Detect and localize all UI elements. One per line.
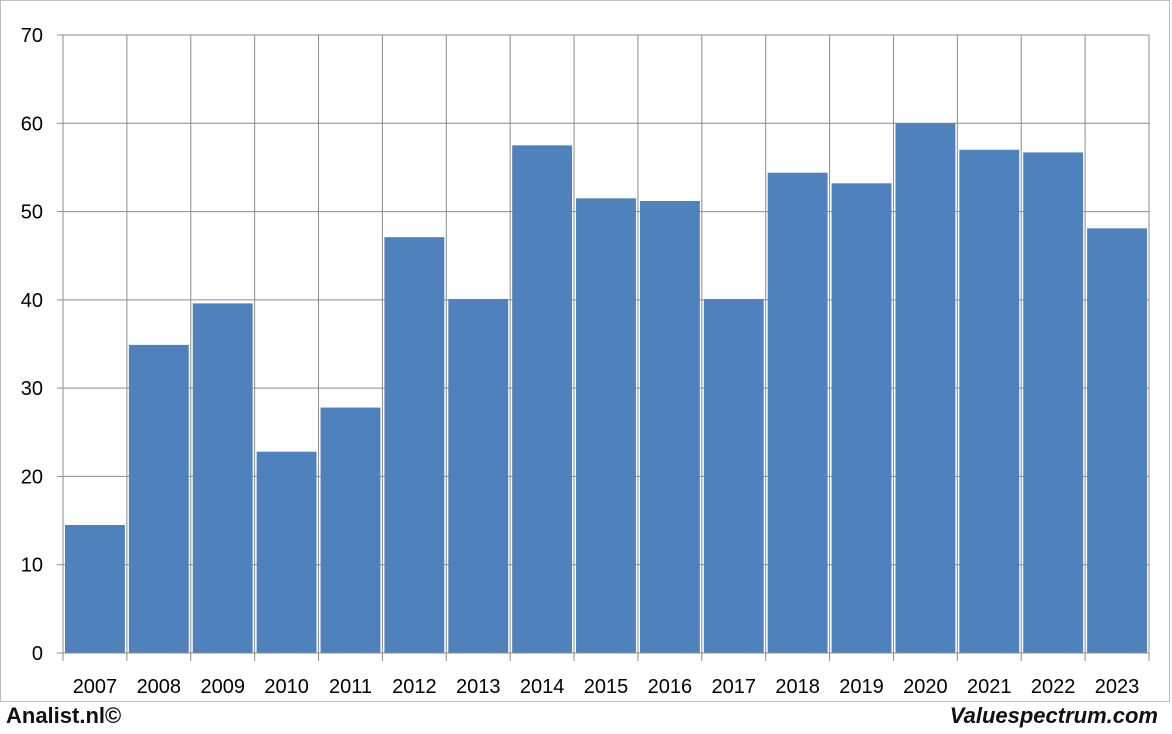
bar-2021 [959, 149, 1020, 653]
bar-2020 [895, 123, 956, 654]
bar-2019 [831, 183, 892, 653]
bar-2007 [65, 524, 125, 653]
bar-2022 [1023, 152, 1084, 654]
x-tick-label: 2016 [648, 676, 693, 698]
y-tick-label: 30 [21, 378, 43, 400]
valuespectrum-brand: Valuespectrum.com [949, 703, 1158, 728]
bar-2008 [128, 344, 189, 653]
x-tick-label: 2013 [456, 676, 501, 698]
bar-2017 [703, 298, 764, 653]
bar-2015 [576, 198, 636, 654]
x-tick-label: 2009 [200, 676, 245, 698]
bar-2023 [1087, 228, 1147, 654]
x-tick-label: 2019 [839, 676, 884, 698]
y-tick-label: 60 [21, 113, 43, 135]
x-tick-labels: 2007 2008 2009 2010 2011 2012 2013 2014 2015 2016… [73, 676, 1140, 698]
x-tick-label: 2017 [712, 676, 757, 698]
axes [57, 34, 1149, 654]
y-tick-label: 70 [21, 25, 43, 47]
grid-lines [62, 34, 1150, 661]
x-tick-label: 2021 [967, 676, 1012, 698]
y-tick-label: 40 [21, 290, 43, 312]
x-tick-label: 2020 [903, 676, 948, 698]
x-tick-label: 2023 [1095, 676, 1140, 698]
bar-chart: 0 10 20 30 40 50 60 70 2007 2008 2009 2010 2011 2012… [21, 25, 1150, 698]
bar-2014 [512, 145, 573, 653]
x-tick-label: 2007 [73, 676, 118, 698]
bars [65, 123, 1147, 654]
y-tick-label: 20 [21, 466, 43, 488]
x-tick-label: 2012 [392, 676, 437, 698]
y-tick-label: 10 [21, 555, 43, 577]
bar-2011 [320, 407, 381, 653]
x-tick-label: 2014 [520, 676, 565, 698]
x-tick-label: 2011 [329, 676, 372, 698]
x-tick-label: 2022 [1031, 676, 1076, 698]
bar-2012 [384, 237, 445, 653]
x-tick-label: 2008 [137, 676, 182, 698]
analist-brand: Analist.nl© [6, 703, 122, 728]
bar-2016 [639, 200, 700, 653]
x-tick-label: 2018 [775, 676, 820, 698]
bar-2013 [448, 298, 509, 653]
bar-2010 [256, 451, 317, 653]
bar-2018 [767, 172, 828, 653]
y-tick-labels: 0 10 20 30 40 50 60 70 [21, 25, 43, 665]
chart-frame: 0 10 20 30 40 50 60 70 2007 2008 2009 2010 2011 2012… [0, 0, 1170, 702]
y-tick-label: 50 [21, 202, 43, 224]
x-tick-label: 2015 [584, 676, 629, 698]
y-tick-label: 0 [32, 643, 43, 665]
bar-2009 [192, 303, 253, 653]
x-tick-label: 2010 [264, 676, 309, 698]
